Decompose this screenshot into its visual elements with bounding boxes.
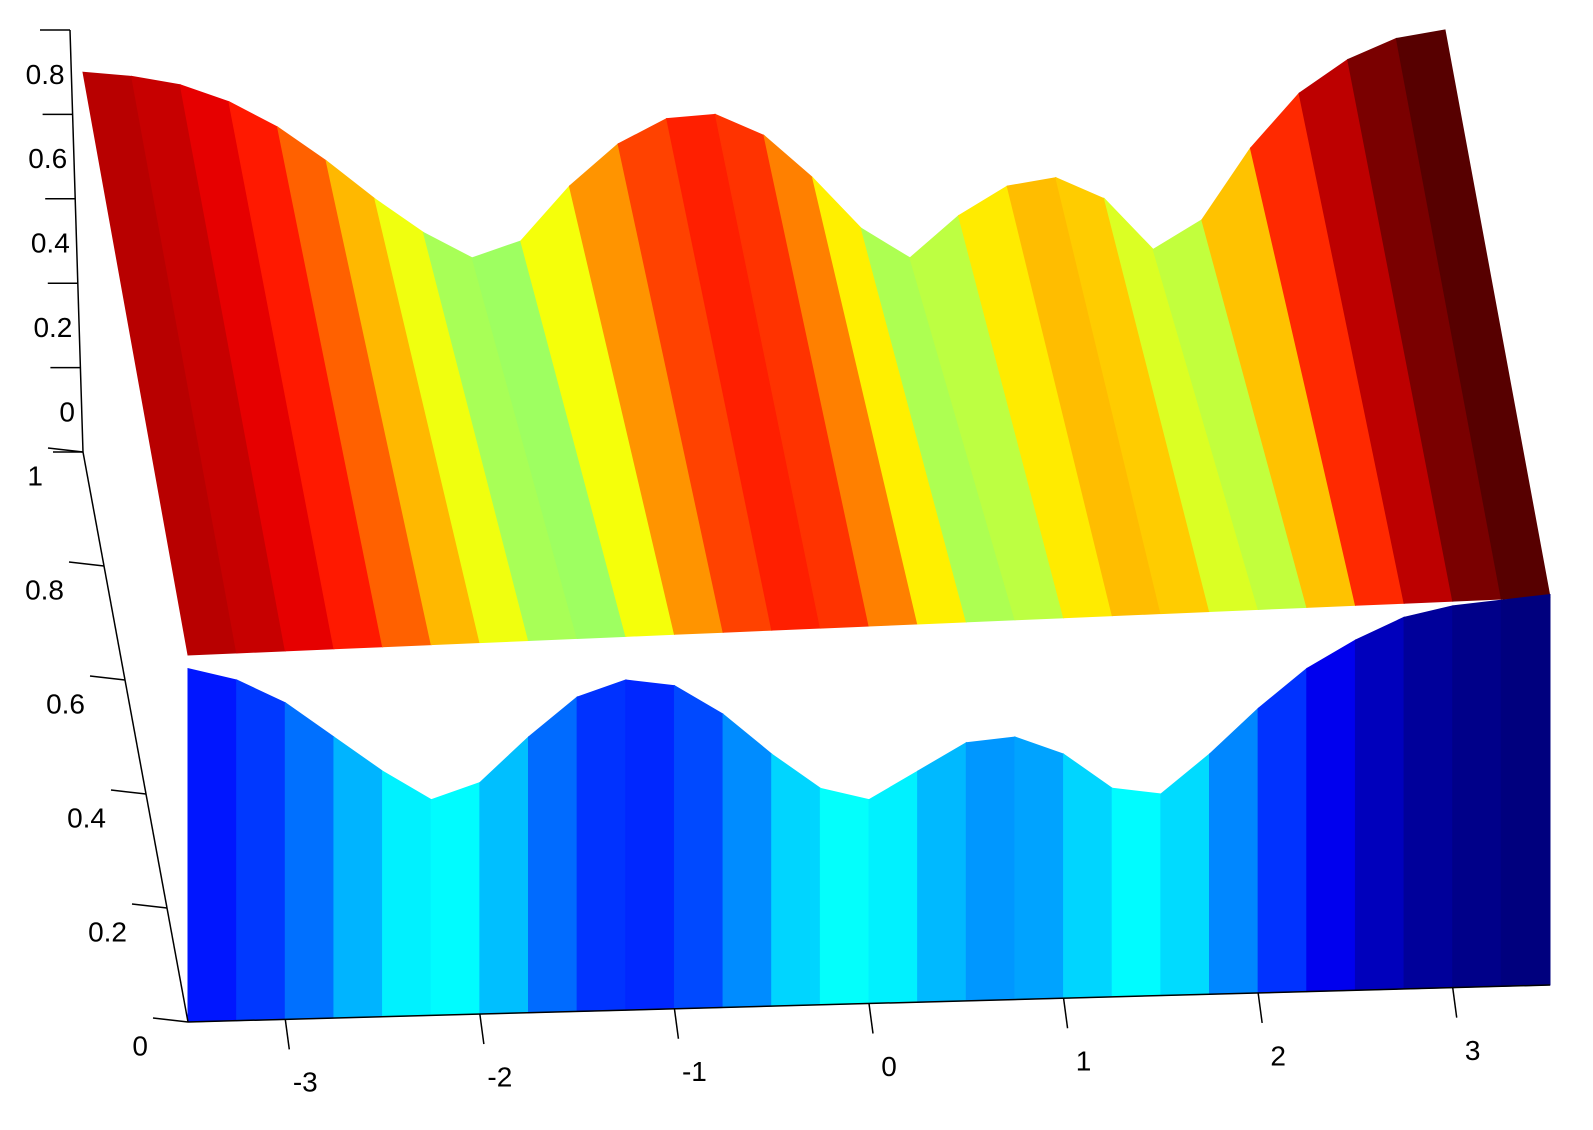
surface-strip [771,753,821,1007]
z-tick-label: 1 [27,460,43,491]
surface-strip [382,770,432,1018]
surface-strip [576,679,627,1012]
z-tick [68,561,105,567]
surface-strip [965,736,1016,1002]
x-tick [479,1013,485,1045]
z-tick-label: 0.8 [26,59,65,90]
x-tick-label: -1 [682,1056,707,1087]
z-tick [89,675,126,681]
x-tick-label: 1 [1076,1046,1092,1077]
z-tick-label: 0.2 [33,312,72,343]
surface-strip [1354,616,1405,991]
x-tick-label: 3 [1465,1035,1481,1066]
z-tick-label: 0.6 [46,688,85,719]
surface-strip [1063,753,1113,999]
z-tick-label: 0.4 [67,802,106,833]
surface-strip [1500,593,1551,987]
x-tick-label: -2 [487,1061,512,1092]
x-tick-label: 2 [1270,1040,1286,1071]
x-tick-label: 0 [881,1051,897,1082]
x-tick [673,1008,680,1039]
z-tick [110,789,147,795]
z-tick [152,1017,189,1023]
surface-strip [868,770,919,1005]
z-tick [47,447,84,453]
z-tick-label: 0.2 [88,916,127,947]
z-tick-label: 1 [46,0,62,5]
x-tick-label: -3 [293,1067,318,1098]
surface-strip [819,787,870,1006]
surface-strip [236,679,286,1022]
z-tick [131,903,168,909]
x-tick [284,1019,291,1050]
z-tick-label: 0.8 [25,574,64,605]
surface-strip [333,736,384,1019]
surface-strip [1160,753,1210,997]
surface-strip [1452,599,1502,989]
z-tick-label: 0 [132,1030,148,1061]
surface-strip [625,679,675,1011]
surface-strip [917,741,967,1003]
x-tick [868,1003,874,1034]
surface-strip [1257,667,1308,994]
surface-strip [284,701,335,1020]
surface-strip [1306,639,1356,993]
z-axis [69,29,84,453]
surface-strip [1403,605,1454,990]
surface-strip [1014,736,1065,1001]
z-axis [82,451,189,1023]
z-tick-label: 0 [59,396,75,427]
surface-strip [1209,707,1259,995]
surface-strip [430,781,481,1016]
z-tick-label: 0.4 [31,228,70,259]
surface-strip [673,684,724,1010]
surface-strip [722,713,773,1008]
x-tick [1062,998,1069,1029]
surface-strip [187,667,238,1023]
x-tick [1451,987,1458,1018]
surface-strip [1111,787,1162,998]
x-tick [1257,992,1263,1024]
surface-strip [528,696,578,1014]
surface-strip [479,735,529,1015]
z-tick-label: 0.6 [28,143,67,174]
